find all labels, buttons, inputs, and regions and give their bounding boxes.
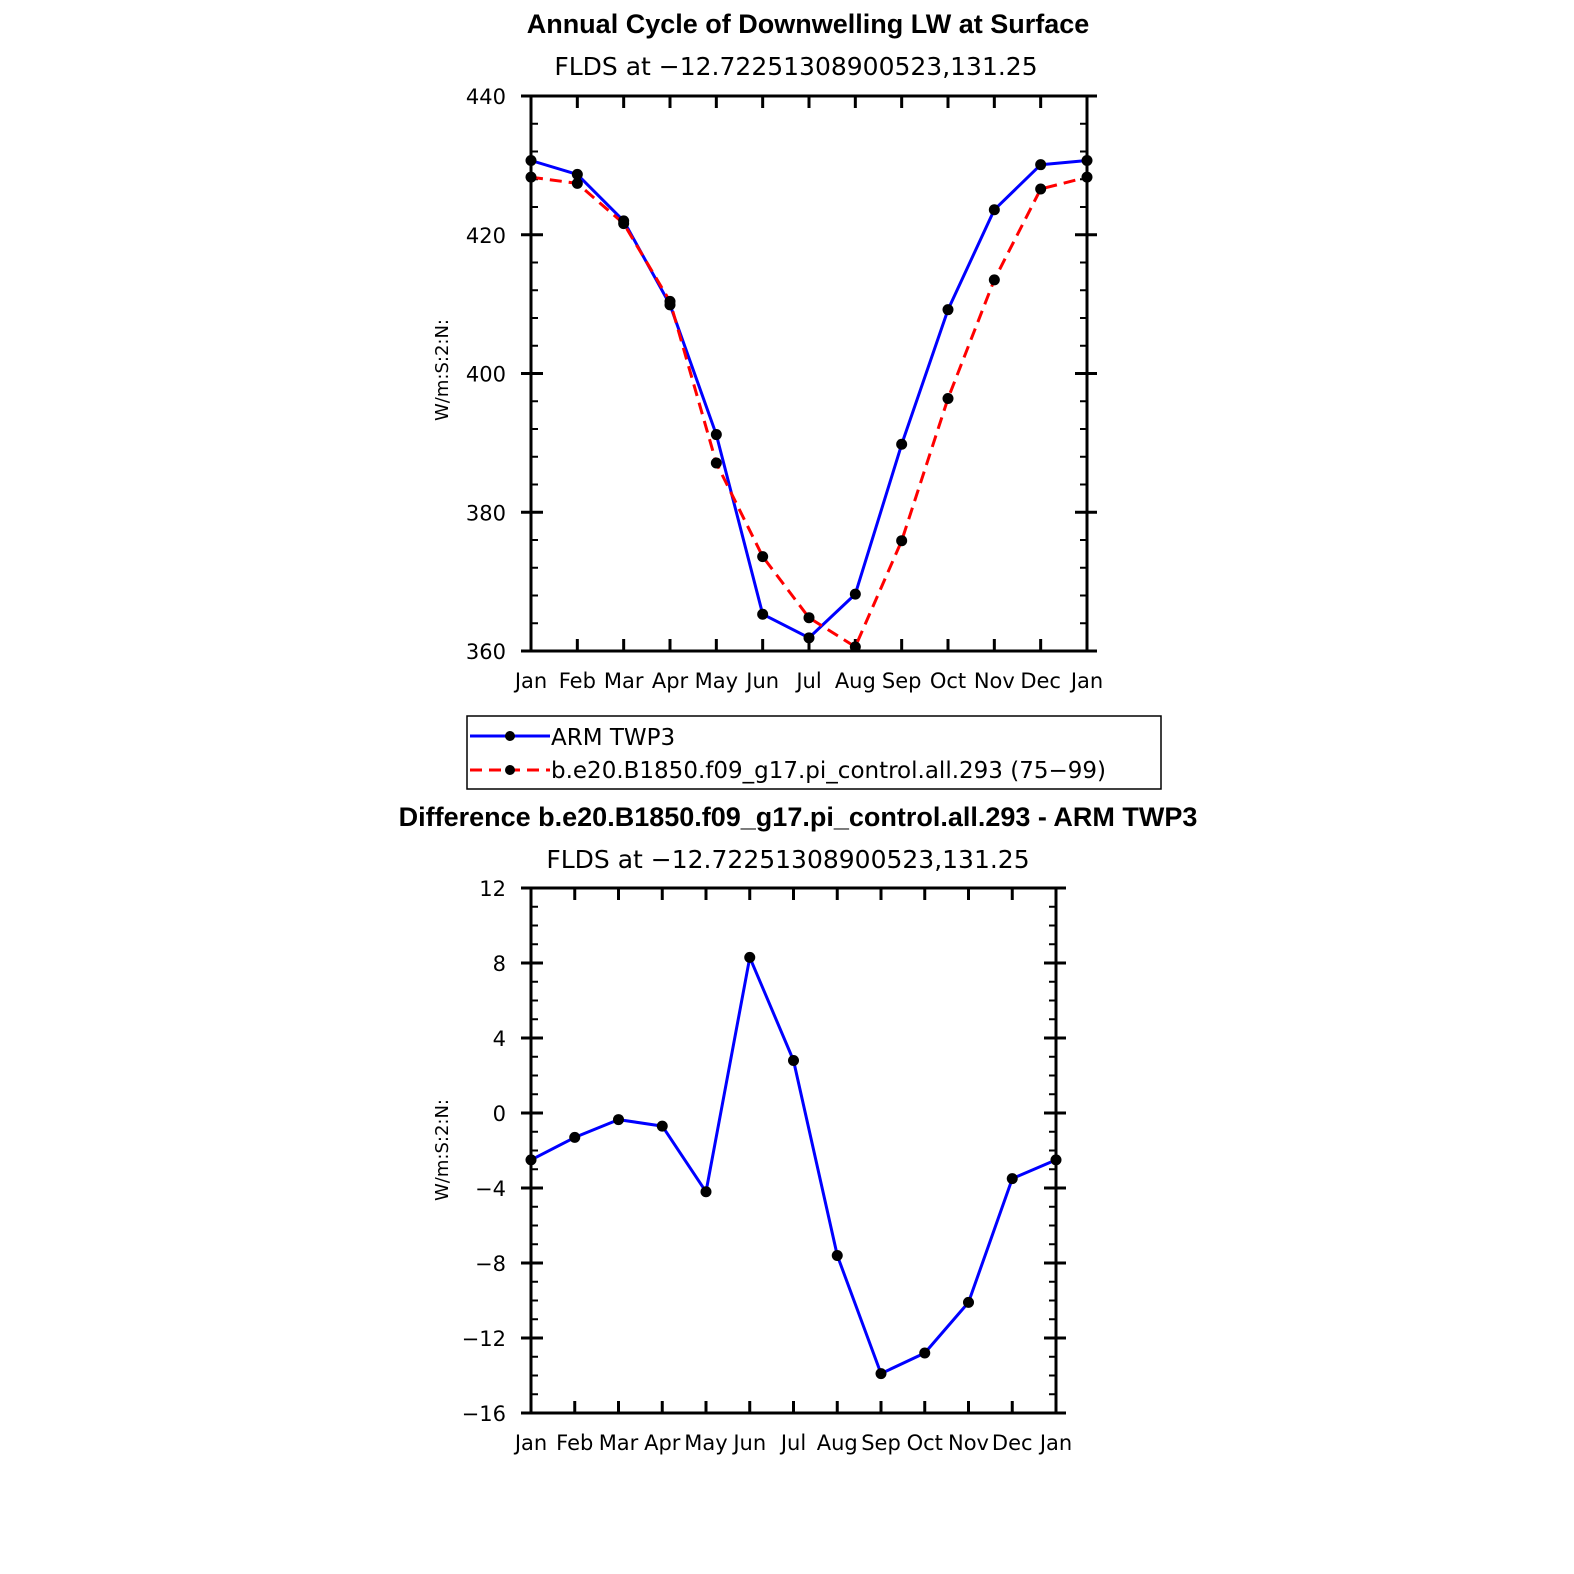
series-0-point [896,438,908,450]
chart2-y-tick-labels: −16 −12 −8 −4 0 4 8 12 [462,877,506,1426]
chart1-legend: ARM TWP3 b.e20.B1850.f09_g17.pi_control.… [466,715,1162,790]
series-0-point [919,1347,931,1359]
series-0-point [656,1120,668,1132]
series-1-point [1035,183,1047,195]
x-tick-label: Jun [744,669,779,693]
x-tick-label: Dec [992,1431,1033,1455]
series-1-point [571,177,583,189]
series-line-0 [530,159,1088,640]
x-tick-label: Sep [882,669,922,693]
series-0-point [988,204,1000,216]
series-0-point [875,1368,887,1380]
x-tick-label: Oct [907,1431,943,1455]
chart1-title: Annual Cycle of Downwelling LW at Surfac… [527,9,1090,39]
x-tick-label: Jan [1038,1431,1072,1455]
annual-cycle-chart: Annual Cycle of Downwelling LW at Surfac… [432,9,1103,693]
series-0-point [963,1296,974,1308]
x-tick-label: Nov [948,1431,989,1455]
x-tick-label: Jan [513,1431,547,1455]
series-0-point [710,429,722,441]
chart1-subtitle: FLDS at −12.72251308900523,131.25 [554,52,1037,81]
x-tick-label: Jan [513,669,547,693]
legend-label-arm: ARM TWP3 [551,725,675,751]
chart2-plot-frame [529,886,1058,1415]
y-tick-label: 440 [466,85,506,109]
series-1-point [988,274,1000,286]
y-tick-label: −4 [475,1177,506,1201]
series-0-point [613,1114,624,1126]
chart1-y-axis-label: W/m:S:2:N: [432,319,453,421]
chart1-series [525,155,1093,653]
chart1-plot-frame [529,94,1089,653]
y-tick-label: 400 [466,363,506,387]
legend-marker-arm [505,731,515,741]
y-tick-label: 4 [493,1027,506,1051]
y-tick-label: −16 [462,1402,506,1426]
series-0-point [569,1131,581,1143]
chart2-x-tick-labels: Jan Feb Mar Apr May Jun Jul Aug Sep Oct Nov Dec Jan [513,1431,1072,1455]
x-tick-label: Jul [779,1431,806,1455]
series-0-point [1035,159,1047,171]
series-0-point [571,168,583,180]
x-tick-label: Jun [731,1431,766,1455]
series-0-point [1006,1173,1018,1185]
x-tick-label: Aug [835,669,876,693]
series-1-point [757,551,769,563]
difference-chart: Difference b.e20.B1850.f09_g17.pi_contro… [399,802,1198,1455]
x-tick-label: Feb [556,1431,593,1455]
y-tick-label: 12 [479,877,506,901]
x-tick-label: May [695,669,738,693]
series-line-0 [530,955,1057,1376]
chart2-series [525,951,1062,1380]
series-0-point [788,1055,799,1066]
x-tick-label: Jul [794,669,821,693]
x-tick-label: Mar [604,669,644,693]
y-tick-label: −8 [475,1252,506,1276]
x-tick-label: Apr [652,669,689,693]
series-1-point [618,218,630,230]
x-tick-label: Aug [817,1431,858,1455]
chart2-title: Difference b.e20.B1850.f09_g17.pi_contro… [399,802,1198,832]
x-tick-label: May [684,1431,727,1455]
x-tick-label: Apr [644,1431,681,1455]
series-0-point [831,1250,843,1261]
legend-box [466,715,1162,790]
series-line-1 [530,175,1088,649]
legend-marker-model [505,765,515,775]
series-1-point [664,295,676,307]
y-tick-label: 8 [493,952,506,976]
y-tick-label: 420 [466,224,506,248]
chart1-x-tick-labels: Jan Feb Mar Apr May Jun Jul Aug Sep Oct Nov Dec Jan [513,669,1103,693]
y-tick-label: 380 [466,501,506,525]
series-0-point [942,304,954,316]
series-0-point [744,951,756,963]
series-0-point [700,1186,712,1198]
series-0-point [803,632,815,644]
series-1-point [942,392,954,404]
series-1-point [896,535,908,547]
y-tick-label: 0 [493,1102,506,1126]
legend-label-model: b.e20.B1850.f09_g17.pi_control.all.293 (… [551,758,1106,784]
y-tick-label: −12 [462,1327,506,1351]
x-tick-label: Oct [930,669,966,693]
x-tick-label: Jan [1069,669,1103,693]
x-tick-label: Sep [861,1431,901,1455]
x-tick-label: Nov [974,669,1015,693]
series-1-point [710,457,722,469]
chart2-subtitle: FLDS at −12.72251308900523,131.25 [546,845,1029,874]
series-0-point [757,608,769,620]
chart1-ticks [521,94,1097,653]
chart2-y-axis-label: W/m:S:2:N: [432,1099,453,1201]
x-tick-label: Feb [559,669,596,693]
series-0-point [849,588,861,600]
chart2-ticks [521,886,1066,1415]
y-tick-label: 360 [466,640,506,664]
chart1-y-tick-labels: 360 380 400 420 440 [466,85,506,664]
x-tick-label: Dec [1020,669,1061,693]
x-tick-label: Mar [599,1431,639,1455]
series-1-point [803,612,815,624]
